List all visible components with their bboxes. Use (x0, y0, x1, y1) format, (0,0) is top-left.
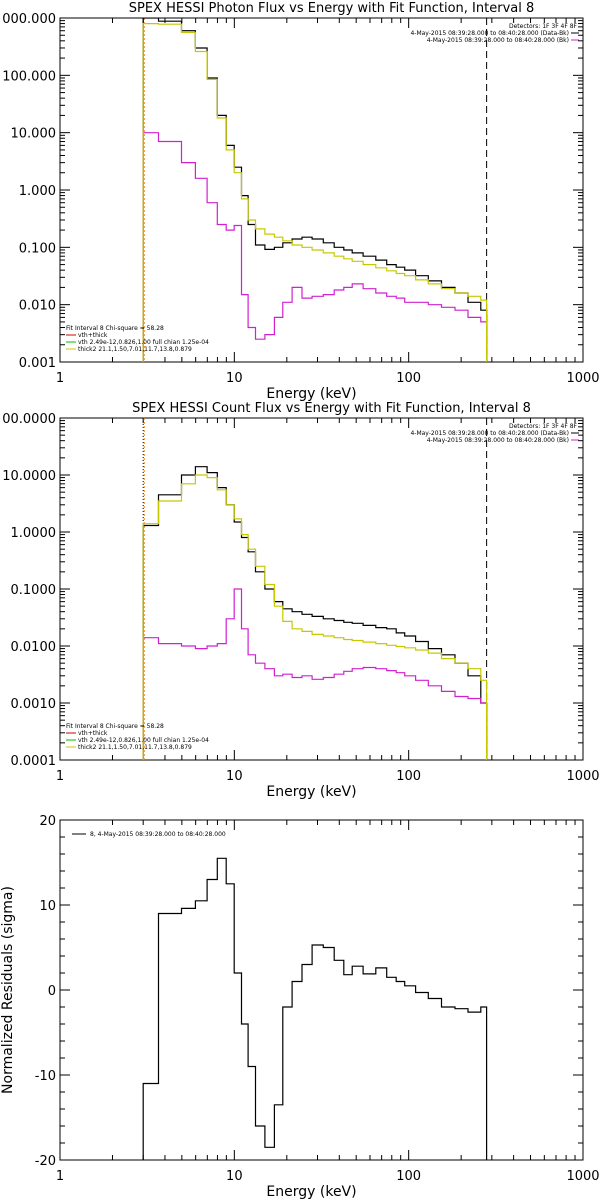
header-line-bk: 4-May-2015 08:39:28.000 to 08:40:28.000 … (427, 37, 569, 44)
series-yellow (142, 474, 488, 760)
y-tick-label: -20 (35, 1154, 56, 1169)
x-axis-label: Energy (keV) (266, 784, 356, 800)
series-black (142, 857, 488, 1160)
photon-flux-panel: SPEX HESSI Photon Flux vs Energy with Fi… (2, 1, 599, 402)
fit-legend-entry: thick2 21.1,1.50,7.01,11.7,13.8,0.879 (78, 346, 192, 353)
x-tick-label: 1 (56, 371, 64, 386)
y-tick-label: 10 (39, 899, 56, 914)
y-tick-label: 0.010 (19, 299, 56, 314)
y-tick-label: 0.100 (19, 241, 56, 256)
x-tick-label: 1000 (566, 769, 599, 784)
y-tick-label: 1.000 (19, 184, 56, 199)
fit-legend-entry: Fit Interval 8 Chi-square = 58.28 (66, 723, 164, 730)
header-line-bk: 4-May-2015 08:39:28.000 to 08:40:28.000 … (427, 437, 569, 444)
x-axis-label: Energy (keV) (266, 1184, 356, 1200)
fit-legend-entry: vth 2.49e-12,0.826,1.00 full chian 1.25e… (78, 339, 209, 346)
fit-legend-entry: vth+thick (78, 332, 108, 339)
series-magenta (142, 588, 488, 760)
x-tick-label: 1000 (566, 1169, 599, 1184)
detectors-label: Detectors: 1F 3F 4F 8F (509, 23, 578, 30)
plot-area (142, 857, 488, 1160)
legend-entry: 8, 4-May-2015 08:39:28.000 to 08:40:28.0… (90, 831, 226, 838)
series-magenta (142, 132, 488, 362)
y-tick-label: 0.0001 (11, 754, 57, 769)
x-tick-label: 100 (396, 1169, 421, 1184)
x-axis-label: Energy (keV) (266, 386, 356, 402)
x-tick-label: 10 (226, 371, 243, 386)
x-tick-label: 1 (56, 769, 64, 784)
fit-legend-entry: Fit Interval 8 Chi-square = 58.28 (66, 325, 164, 332)
y-tick-label: 10.0000 (2, 469, 56, 484)
plot-frame (59, 17, 584, 363)
y-tick-label: 00.0000 (2, 412, 56, 427)
header-line-data: 4-May-2015 08:39:28.000 to 08:40:28.000 … (410, 30, 569, 37)
plot-frame (59, 819, 584, 1161)
fit-legend-entry: vth 2.49e-12,0.826,1.00 full chian 1.25e… (78, 737, 209, 744)
x-tick-label: 1 (56, 1169, 64, 1184)
y-axis-label: Normalized Residuals (sigma) (0, 886, 16, 1094)
y-tick-label: 20 (39, 814, 56, 829)
plot-frame (59, 417, 584, 761)
y-tick-label: -10 (35, 1069, 56, 1084)
residuals-panel: 1 10 100 1000 -20 -10 0 10 20 Energy (keV) Normali… (0, 814, 600, 1200)
header-line-data: 4-May-2015 08:39:28.000 to 08:40:28.000 … (410, 430, 569, 437)
x-tick-label: 1000 (566, 371, 599, 386)
y-tick-label: 100.000 (2, 69, 56, 84)
y-tick-label: 0.001 (19, 356, 56, 371)
x-tick-label: 10 (226, 769, 243, 784)
y-tick-label: 000.000 (2, 12, 56, 27)
y-tick-label: 0.1000 (11, 583, 57, 598)
x-tick-label: 10 (226, 1169, 243, 1184)
y-tick-label: 0 (48, 984, 56, 999)
y-tick-label: 0.0100 (11, 640, 57, 655)
y-tick-label: 10.000 (11, 127, 57, 142)
x-tick-label: 100 (396, 371, 421, 386)
chart-title: SPEX HESSI Photon Flux vs Energy with Fi… (129, 1, 535, 16)
plot-area (142, 418, 488, 760)
y-tick-label: 1.0000 (11, 526, 57, 541)
y-tick-label: 0.0010 (11, 697, 57, 712)
series-black (142, 18, 488, 362)
series-black (142, 466, 488, 760)
x-tick-label: 100 (396, 769, 421, 784)
fit-legend-entry: thick2 21.1,1.50,7.01,11.7,13.8,0.879 (78, 744, 192, 751)
series-yellow (142, 23, 488, 362)
count-flux-panel: SPEX HESSI Count Flux vs Energy with Fit… (2, 401, 599, 800)
fit-legend-entry: vth+thick (78, 730, 108, 737)
chart-title: SPEX HESSI Count Flux vs Energy with Fit… (132, 401, 531, 416)
detectors-label: Detectors: 1F 3F 4F 8F (509, 423, 578, 430)
plot-area (142, 18, 488, 362)
